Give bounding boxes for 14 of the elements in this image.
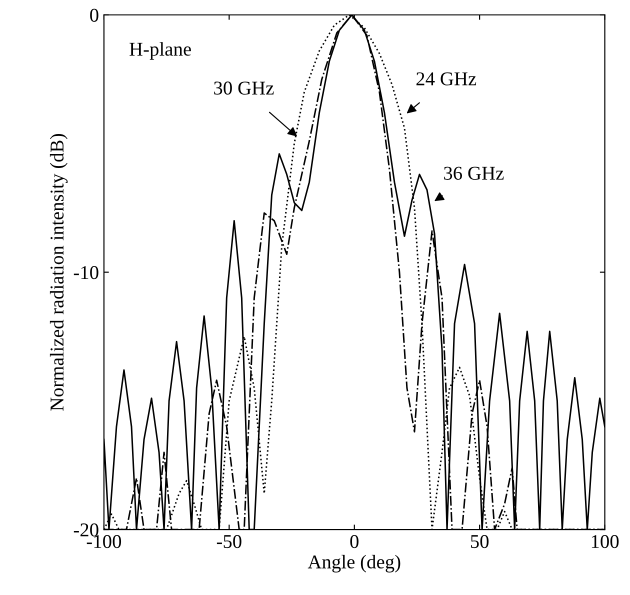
x-tick-label: -50 [216,534,242,548]
x-tick-label: 50 [470,534,489,548]
y-axis-title: Normalized radiation intensity (dB) [50,134,68,411]
y-tick-label: 0 [90,8,98,22]
annotation: H-plane [130,42,191,60]
annotation: 36 GHz [444,166,504,180]
y-tick-label: -20 [74,523,98,536]
x-tick-label: 100 [592,534,619,548]
x-axis-title: Angle (deg) [308,554,400,573]
y-tick-label: -10 [74,266,98,280]
annotation: 24 GHz [416,72,476,86]
x-tick-label: 0 [350,534,358,548]
annotation: 30 GHz [214,82,274,95]
x-tick-label: -100 [86,534,122,548]
